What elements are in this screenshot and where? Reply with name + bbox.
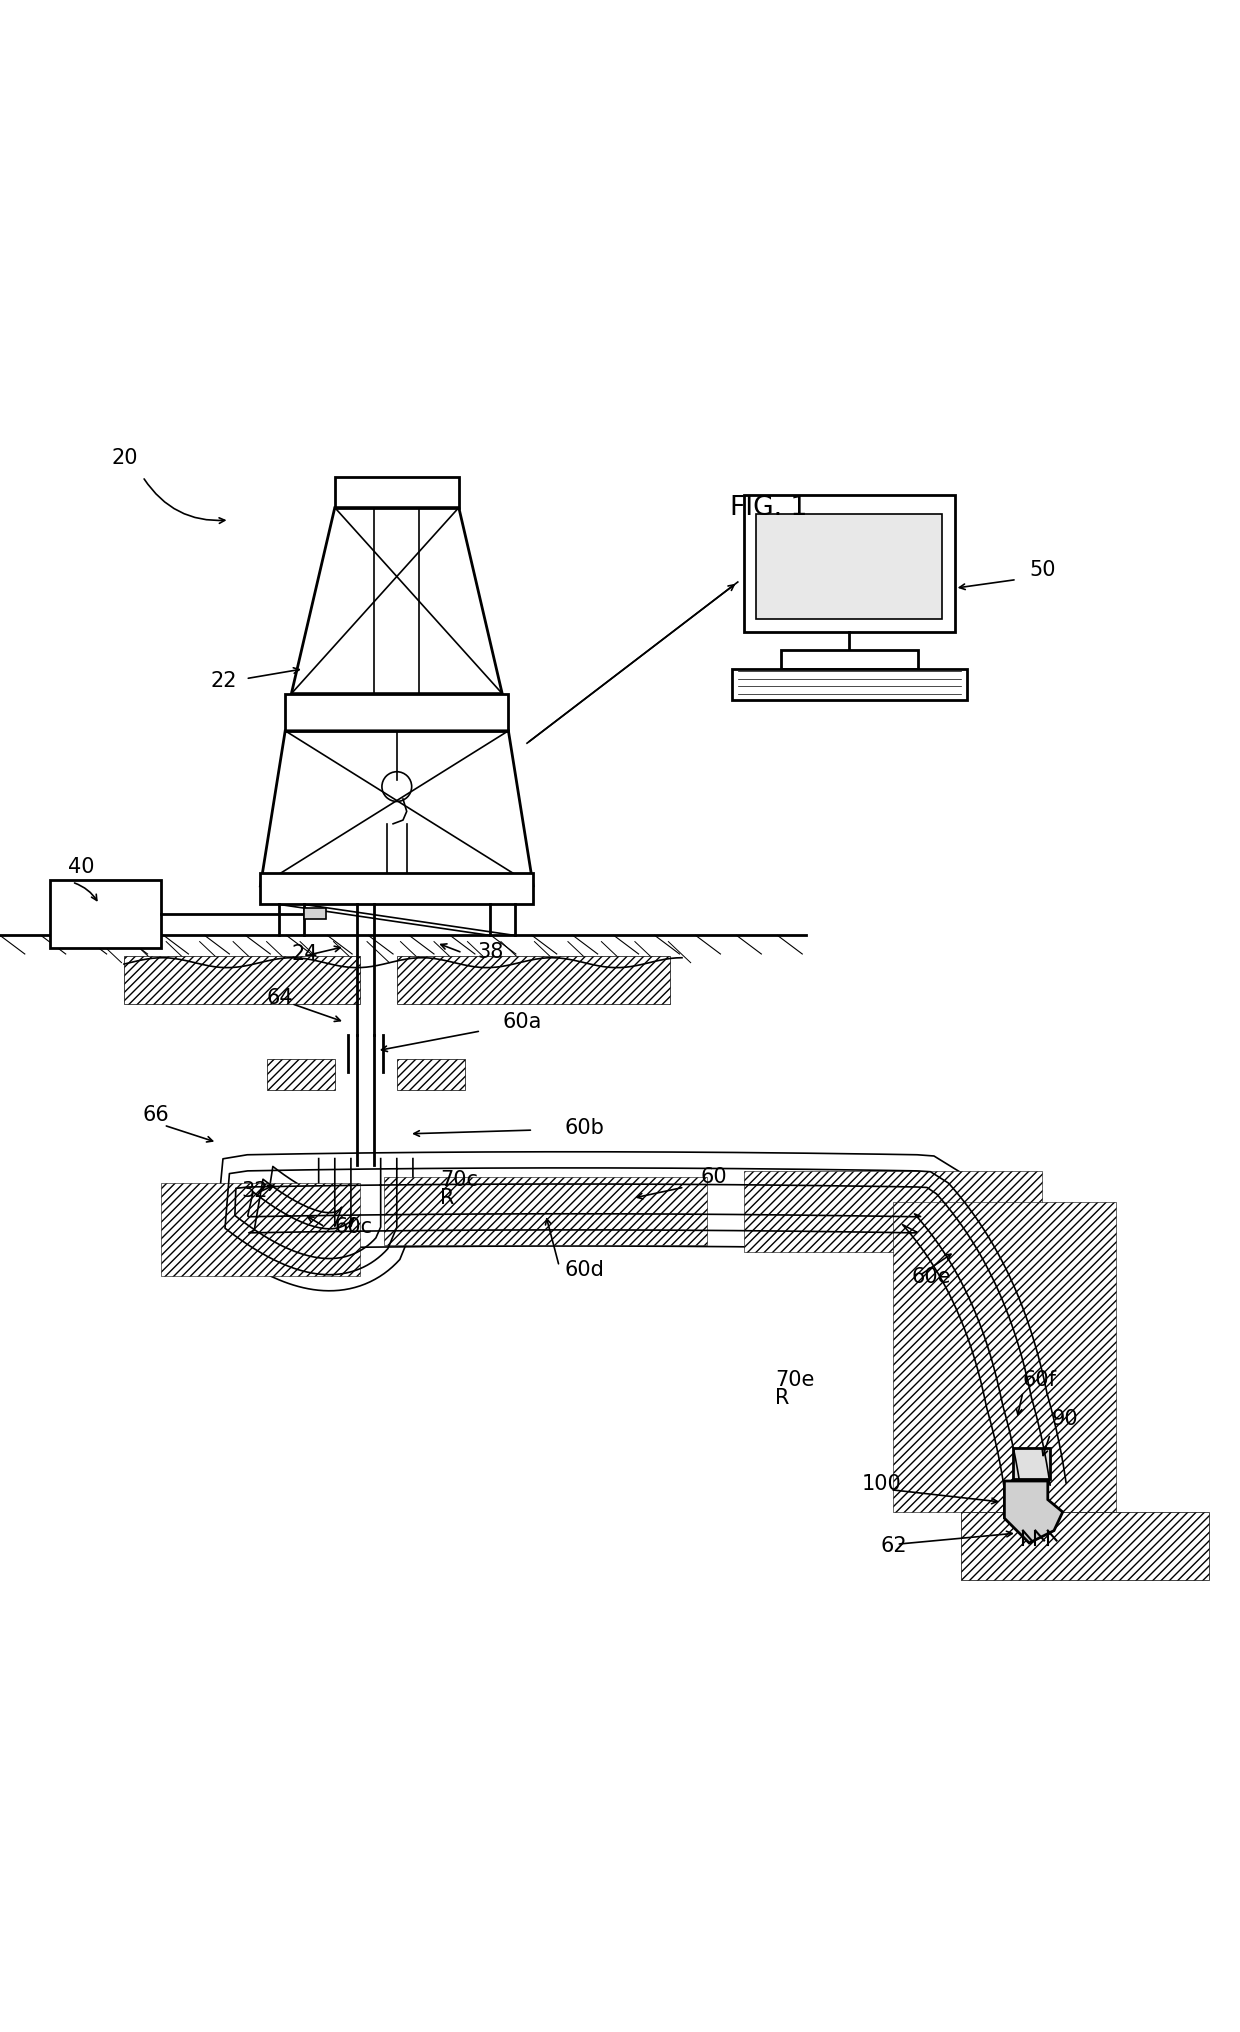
- Text: FIG. 1: FIG. 1: [730, 494, 807, 520]
- Bar: [732, 669, 967, 699]
- Bar: [397, 1059, 465, 1091]
- Text: 90: 90: [1052, 1410, 1078, 1428]
- Bar: [893, 1203, 1116, 1512]
- Text: 60a: 60a: [502, 1012, 542, 1032]
- Text: 40: 40: [68, 858, 94, 878]
- Bar: [260, 874, 533, 904]
- Polygon shape: [1004, 1481, 1063, 1542]
- Bar: [267, 1059, 335, 1091]
- Text: 60: 60: [701, 1168, 727, 1187]
- Text: 60f: 60f: [1023, 1370, 1056, 1390]
- Bar: [335, 478, 459, 508]
- Text: 62: 62: [880, 1536, 906, 1557]
- Text: R: R: [440, 1189, 455, 1209]
- Bar: [397, 957, 670, 1004]
- Bar: [285, 693, 508, 732]
- Bar: [744, 1170, 1042, 1252]
- Text: 64: 64: [267, 988, 293, 1008]
- Text: 66: 66: [143, 1105, 170, 1126]
- Text: 32: 32: [242, 1181, 268, 1201]
- Bar: [756, 514, 942, 620]
- Text: R: R: [775, 1388, 790, 1408]
- Text: 60b: 60b: [564, 1118, 604, 1138]
- Text: 24: 24: [291, 945, 317, 965]
- Bar: [781, 650, 918, 669]
- Bar: [304, 908, 326, 918]
- Text: 20: 20: [112, 449, 138, 467]
- Text: 100: 100: [862, 1473, 901, 1494]
- Bar: [744, 496, 955, 632]
- Bar: [961, 1512, 1209, 1581]
- Text: 60e: 60e: [911, 1266, 951, 1286]
- Bar: [161, 1183, 360, 1276]
- Text: 60c: 60c: [335, 1217, 373, 1237]
- Text: 70c: 70c: [440, 1170, 479, 1191]
- Text: 70e: 70e: [775, 1370, 815, 1390]
- Bar: [384, 1177, 707, 1246]
- Text: 60d: 60d: [564, 1260, 604, 1280]
- Bar: [124, 957, 360, 1004]
- Bar: [50, 880, 161, 947]
- Text: 50: 50: [1029, 559, 1055, 579]
- Text: 38: 38: [477, 941, 503, 961]
- Bar: [1013, 1447, 1050, 1479]
- Text: 22: 22: [211, 671, 237, 691]
